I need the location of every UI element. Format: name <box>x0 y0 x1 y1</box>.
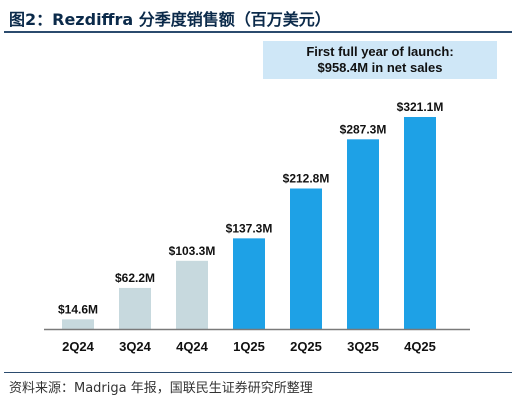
callout-line-1: First full year of launch: <box>306 44 454 59</box>
x-tick-3Q24: 3Q24 <box>119 339 152 354</box>
x-tick-4Q24: 4Q24 <box>176 339 209 354</box>
source-note: 资料来源：Madriga 年报，国联民生证券研究所整理 <box>9 381 313 396</box>
bar-4Q25 <box>404 117 436 329</box>
bar-3Q25 <box>347 139 379 329</box>
callout-line-2: $958.4M in net sales <box>317 60 443 75</box>
x-tick-1Q25: 1Q25 <box>233 339 265 354</box>
bar-2Q25 <box>290 188 322 329</box>
launch-callout: First full year of launch: $958.4M in ne… <box>263 41 497 79</box>
data-label-4Q24: $103.3M <box>169 244 216 258</box>
data-label-2Q24: $14.6M <box>58 302 98 316</box>
x-tick-2Q24: 2Q24 <box>62 339 95 354</box>
figure-title: 图2：Rezdiffra 分季度销售额（百万美元） <box>9 10 331 29</box>
data-label-1Q25: $137.3M <box>226 221 273 235</box>
data-label-3Q25: $287.3M <box>340 122 387 136</box>
bar-1Q25 <box>233 238 265 329</box>
title-divider <box>4 31 512 33</box>
bar-2Q24 <box>62 319 94 329</box>
sales-bar-chart: $14.6M 2Q24 $62.2M 3Q24 $103.3M 4Q24 $137.3M 1Q… <box>44 100 470 354</box>
source-divider <box>4 372 512 373</box>
data-label-2Q25: $212.8M <box>283 172 330 186</box>
x-tick-3Q25: 3Q25 <box>347 339 379 354</box>
data-label-3Q24: $62.2M <box>115 271 155 285</box>
bar-3Q24 <box>119 287 151 329</box>
x-tick-4Q25: 4Q25 <box>404 339 436 354</box>
bar-4Q24 <box>176 260 208 329</box>
data-label-4Q25: $321.1M <box>397 100 444 114</box>
x-tick-2Q25: 2Q25 <box>290 339 322 354</box>
